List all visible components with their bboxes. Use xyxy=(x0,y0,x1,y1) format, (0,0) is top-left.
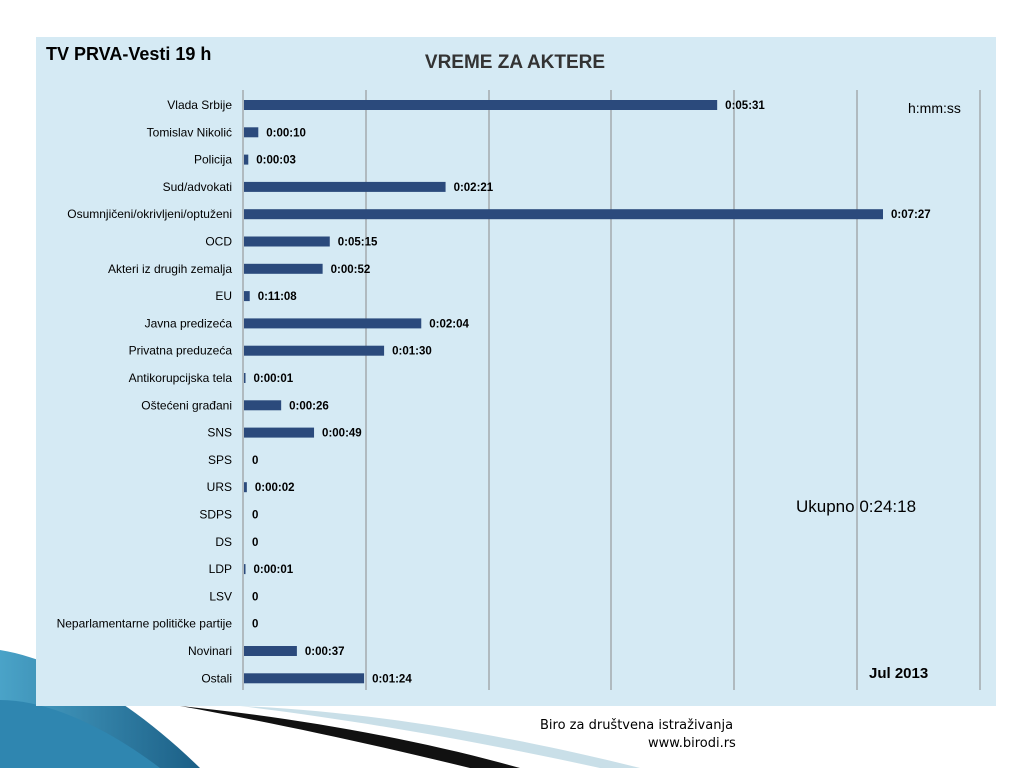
data-label: 0 xyxy=(252,591,258,603)
data-label: 0:01:30 xyxy=(392,346,432,358)
total-note: Ukupno 0:24:18 xyxy=(796,497,917,516)
bar xyxy=(244,100,718,110)
category-label: Novinari xyxy=(188,644,232,658)
data-label: 0:02:04 xyxy=(429,318,469,330)
category-label: Javna predizeća xyxy=(145,316,233,330)
data-label: 0:00:01 xyxy=(254,564,294,576)
data-label: 0 xyxy=(252,537,258,549)
swoosh-light xyxy=(240,706,640,768)
data-label: 0:00:01 xyxy=(254,373,294,385)
category-label: Sud/advokati xyxy=(163,180,232,194)
category-label: Tomislav Nikolić xyxy=(147,125,232,139)
category-label: Akteri iz drugih zemalja xyxy=(108,262,232,276)
category-label: SNS xyxy=(207,426,232,440)
bar xyxy=(244,673,365,684)
bar xyxy=(244,263,323,274)
period-note: Jul 2013 xyxy=(869,665,929,682)
data-label: 0:01:24 xyxy=(372,673,412,685)
bar xyxy=(244,482,247,493)
bar xyxy=(244,373,246,383)
chart-title: VREME ZA AKTERE xyxy=(424,52,606,73)
channel-title: TV PRVA-Vesti 19 h xyxy=(46,44,212,64)
category-label: SDPS xyxy=(199,508,232,522)
data-label: 0:00:10 xyxy=(266,127,306,139)
bar xyxy=(244,646,297,656)
data-label: 0:00:02 xyxy=(255,482,295,494)
category-label: Neparlamentarne političke partije xyxy=(57,617,233,631)
bar xyxy=(244,291,250,302)
data-label: 0:00:03 xyxy=(256,155,296,167)
footer-website: www.birodi.rs xyxy=(648,736,736,751)
bar xyxy=(244,564,246,575)
bar xyxy=(244,154,249,165)
chart-panel xyxy=(36,37,996,706)
category-label: OCD xyxy=(205,235,232,249)
swoosh-dark xyxy=(180,706,520,768)
data-label: 0 xyxy=(252,455,258,467)
data-label: 0:07:27 xyxy=(891,209,931,221)
category-label: Privatna preduzeća xyxy=(129,344,233,358)
category-label: Ostali xyxy=(201,671,232,685)
category-label: EU xyxy=(215,289,232,303)
data-label: 0 xyxy=(252,619,258,631)
category-label: Osumnjičeni/okrivljeni/optuženi xyxy=(67,207,232,221)
category-label: LDP xyxy=(209,562,232,576)
category-label: LSV xyxy=(209,589,232,603)
data-label: 0:05:15 xyxy=(338,237,378,249)
category-label: Oštećeni građani xyxy=(141,398,232,412)
category-label: SPS xyxy=(208,453,232,467)
footer-organization: Biro za društvena istraživanja xyxy=(540,718,734,733)
bar xyxy=(244,181,446,192)
unit-note: h:mm:ss xyxy=(908,100,961,116)
category-label: Policija xyxy=(194,153,232,167)
bar xyxy=(244,127,259,138)
bar xyxy=(244,427,315,438)
data-label: 0:00:37 xyxy=(305,646,345,658)
bar xyxy=(244,236,330,247)
bar xyxy=(244,400,282,411)
data-label: 0:05:31 xyxy=(725,100,765,112)
data-label: 0 xyxy=(252,510,258,522)
category-label: Antikorupcijska tela xyxy=(129,371,233,385)
category-label: URS xyxy=(207,480,232,494)
category-label: DS xyxy=(215,535,232,549)
bar xyxy=(244,318,422,329)
data-label: 0:00:26 xyxy=(289,400,329,412)
data-label: 0:00:49 xyxy=(322,428,362,440)
category-label: Vlada Srbije xyxy=(167,98,232,112)
wave-shape-front xyxy=(0,700,160,768)
bar xyxy=(244,209,883,220)
data-label: 0:00:52 xyxy=(331,264,371,276)
data-label: 0:02:21 xyxy=(454,182,494,194)
bar xyxy=(244,345,385,356)
data-label: 0:11:08 xyxy=(258,291,298,303)
